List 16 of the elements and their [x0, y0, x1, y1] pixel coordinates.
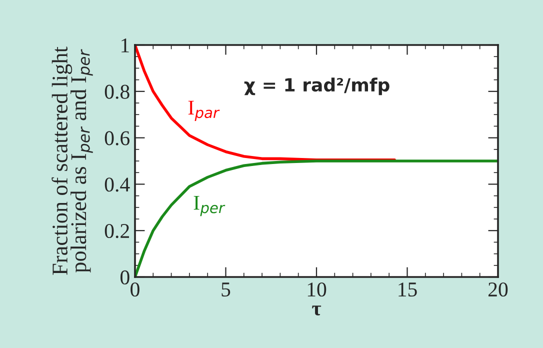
annotation: I$_{per}$: [194, 196, 226, 216]
annotation: I$_{par}$: [188, 100, 220, 121]
y-axis-title: Fraction of scattered light polarized as I$_{per}$ and I$_{per}$: [52, 46, 93, 275]
y-tick-label: 0.2: [104, 224, 129, 238]
x-tick-label: 5: [222, 282, 230, 297]
x-axis-title: τ: [312, 306, 322, 316]
x-tick-label: 15: [398, 282, 417, 297]
y-tick-label: 0: [120, 270, 130, 284]
y-tick-label: 0.4: [104, 178, 130, 192]
y-tick-label: 0.6: [104, 131, 130, 146]
x-tick-label: 0: [130, 282, 140, 297]
x-tick-label: 20: [488, 282, 508, 297]
y-tick-label: 1: [122, 38, 129, 52]
x-tick-label: 10: [308, 282, 326, 297]
y-tick-label: 0.8: [104, 84, 130, 99]
annotation: χ = 1 rad²/mfp: [244, 78, 390, 96]
